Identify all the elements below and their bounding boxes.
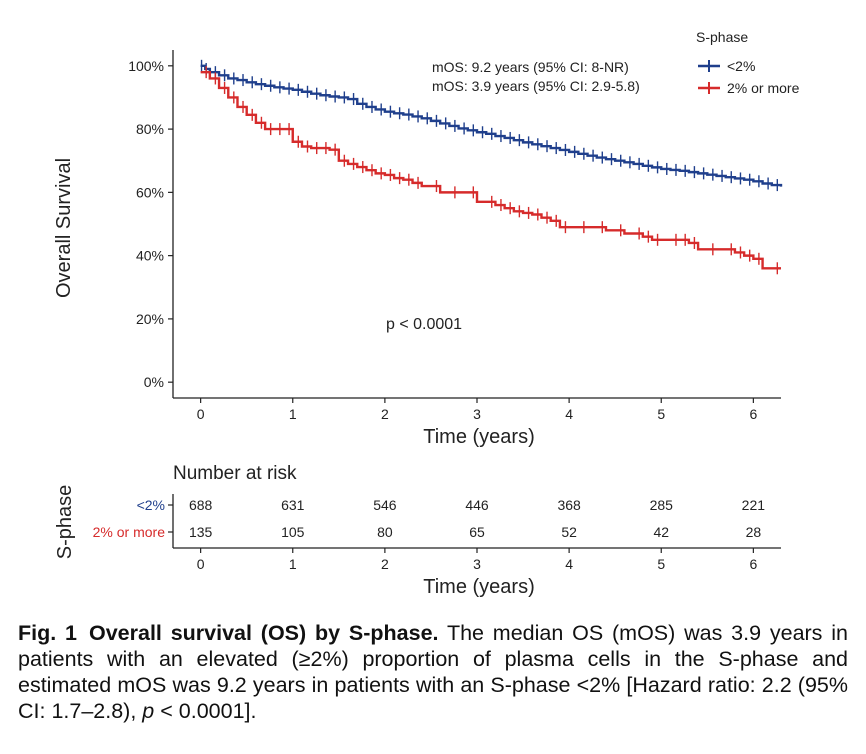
legend-label-low: <2%	[727, 58, 755, 74]
risk-table-title: Number at risk	[173, 463, 297, 484]
x-tick-label: 5	[657, 406, 665, 422]
risk-cell: 631	[281, 497, 305, 513]
y-axis-label: Overall Survival	[53, 158, 75, 298]
risk-x-tick-label: 0	[197, 556, 205, 572]
legend-item-high: 2% or more	[698, 80, 800, 96]
caption-title: Overall survival (OS) by S-phase.	[88, 621, 439, 645]
risk-cell: 688	[189, 497, 213, 513]
mos-annotation-2: mOS: 3.9 years (95% CI: 2.9-5.8)	[432, 78, 640, 94]
km-series-layer	[200, 59, 783, 275]
risk-cell: 135	[189, 524, 213, 540]
x-ticks: 0 1 2 3 4 5 6	[197, 398, 757, 422]
risk-x-tick-label: 3	[473, 556, 481, 572]
x-tick-label: 2	[381, 406, 389, 422]
risk-cell: 65	[469, 524, 485, 540]
figure-caption: Fig. 1 Overall survival (OS) by S-phase. …	[18, 620, 848, 724]
y-tick-label: 60%	[136, 184, 164, 200]
risk-table-ylabel: S-phase	[54, 485, 76, 560]
mos-annotation-1: mOS: 9.2 years (95% CI: 8-NR)	[432, 59, 629, 75]
risk-x-tick-label: 4	[565, 556, 573, 572]
caption-body-1: The median OS (mOS) was 3.9 years in pat…	[18, 621, 848, 723]
y-tick-label: 20%	[136, 311, 164, 327]
legend-label-high: 2% or more	[727, 80, 800, 96]
y-tick-label: 100%	[128, 58, 164, 74]
risk-cell: 446	[465, 497, 489, 513]
y-ticks: 0% 20% 40% 60% 80% 100%	[128, 58, 173, 390]
risk-cell: 221	[742, 497, 766, 513]
risk-cell: 80	[377, 524, 393, 540]
risk-cell: 285	[650, 497, 674, 513]
risk-row-label: <2%	[137, 497, 165, 513]
legend: S-phase <2% 2% or more	[696, 29, 800, 96]
caption-p-italic: p	[142, 699, 155, 723]
risk-table: Number at risk S-phase <2% 688 631 546 446 36…	[54, 463, 781, 598]
risk-row-label: 2% or more	[93, 524, 166, 540]
risk-x-axis-label: Time (years)	[423, 576, 534, 598]
risk-cell: 52	[561, 524, 577, 540]
risk-cell: 368	[557, 497, 581, 513]
p-value-annotation: p < 0.0001	[386, 316, 462, 333]
risk-cell: 105	[281, 524, 305, 540]
risk-x-tick-label: 5	[657, 556, 665, 572]
risk-rows: <2% 688 631 546 446 368 285 221 2% or more 135 105…	[93, 497, 766, 540]
legend-title: S-phase	[696, 29, 748, 45]
x-tick-label: 3	[473, 406, 481, 422]
x-axis-label: Time (years)	[423, 426, 534, 448]
x-tick-label: 4	[565, 406, 573, 422]
km-plot: 0% 20% 40% 60% 80% 100% 0 1 2 3 4 5 6 Overall Survi…	[53, 50, 783, 448]
risk-cell: 42	[653, 524, 669, 540]
y-tick-label: 80%	[136, 121, 164, 137]
risk-x-tick-label: 2	[381, 556, 389, 572]
risk-x-tick-label: 1	[289, 556, 297, 572]
x-tick-label: 0	[197, 406, 205, 422]
x-tick-label: 1	[289, 406, 297, 422]
risk-cell: 546	[373, 497, 397, 513]
risk-x-ticks: 0 1 2 3 4 5 6	[197, 548, 757, 572]
risk-cell: 28	[746, 524, 762, 540]
caption-label: Fig. 1	[18, 621, 77, 645]
legend-item-low: <2%	[698, 58, 755, 74]
y-tick-label: 0%	[144, 374, 164, 390]
risk-x-tick-label: 6	[749, 556, 757, 572]
x-tick-label: 6	[749, 406, 757, 422]
caption-body-2: < 0.0001].	[154, 699, 257, 723]
survival-figure: 0% 20% 40% 60% 80% 100% 0 1 2 3 4 5 6 Overall Survi…	[53, 29, 800, 598]
y-tick-label: 40%	[136, 248, 164, 264]
